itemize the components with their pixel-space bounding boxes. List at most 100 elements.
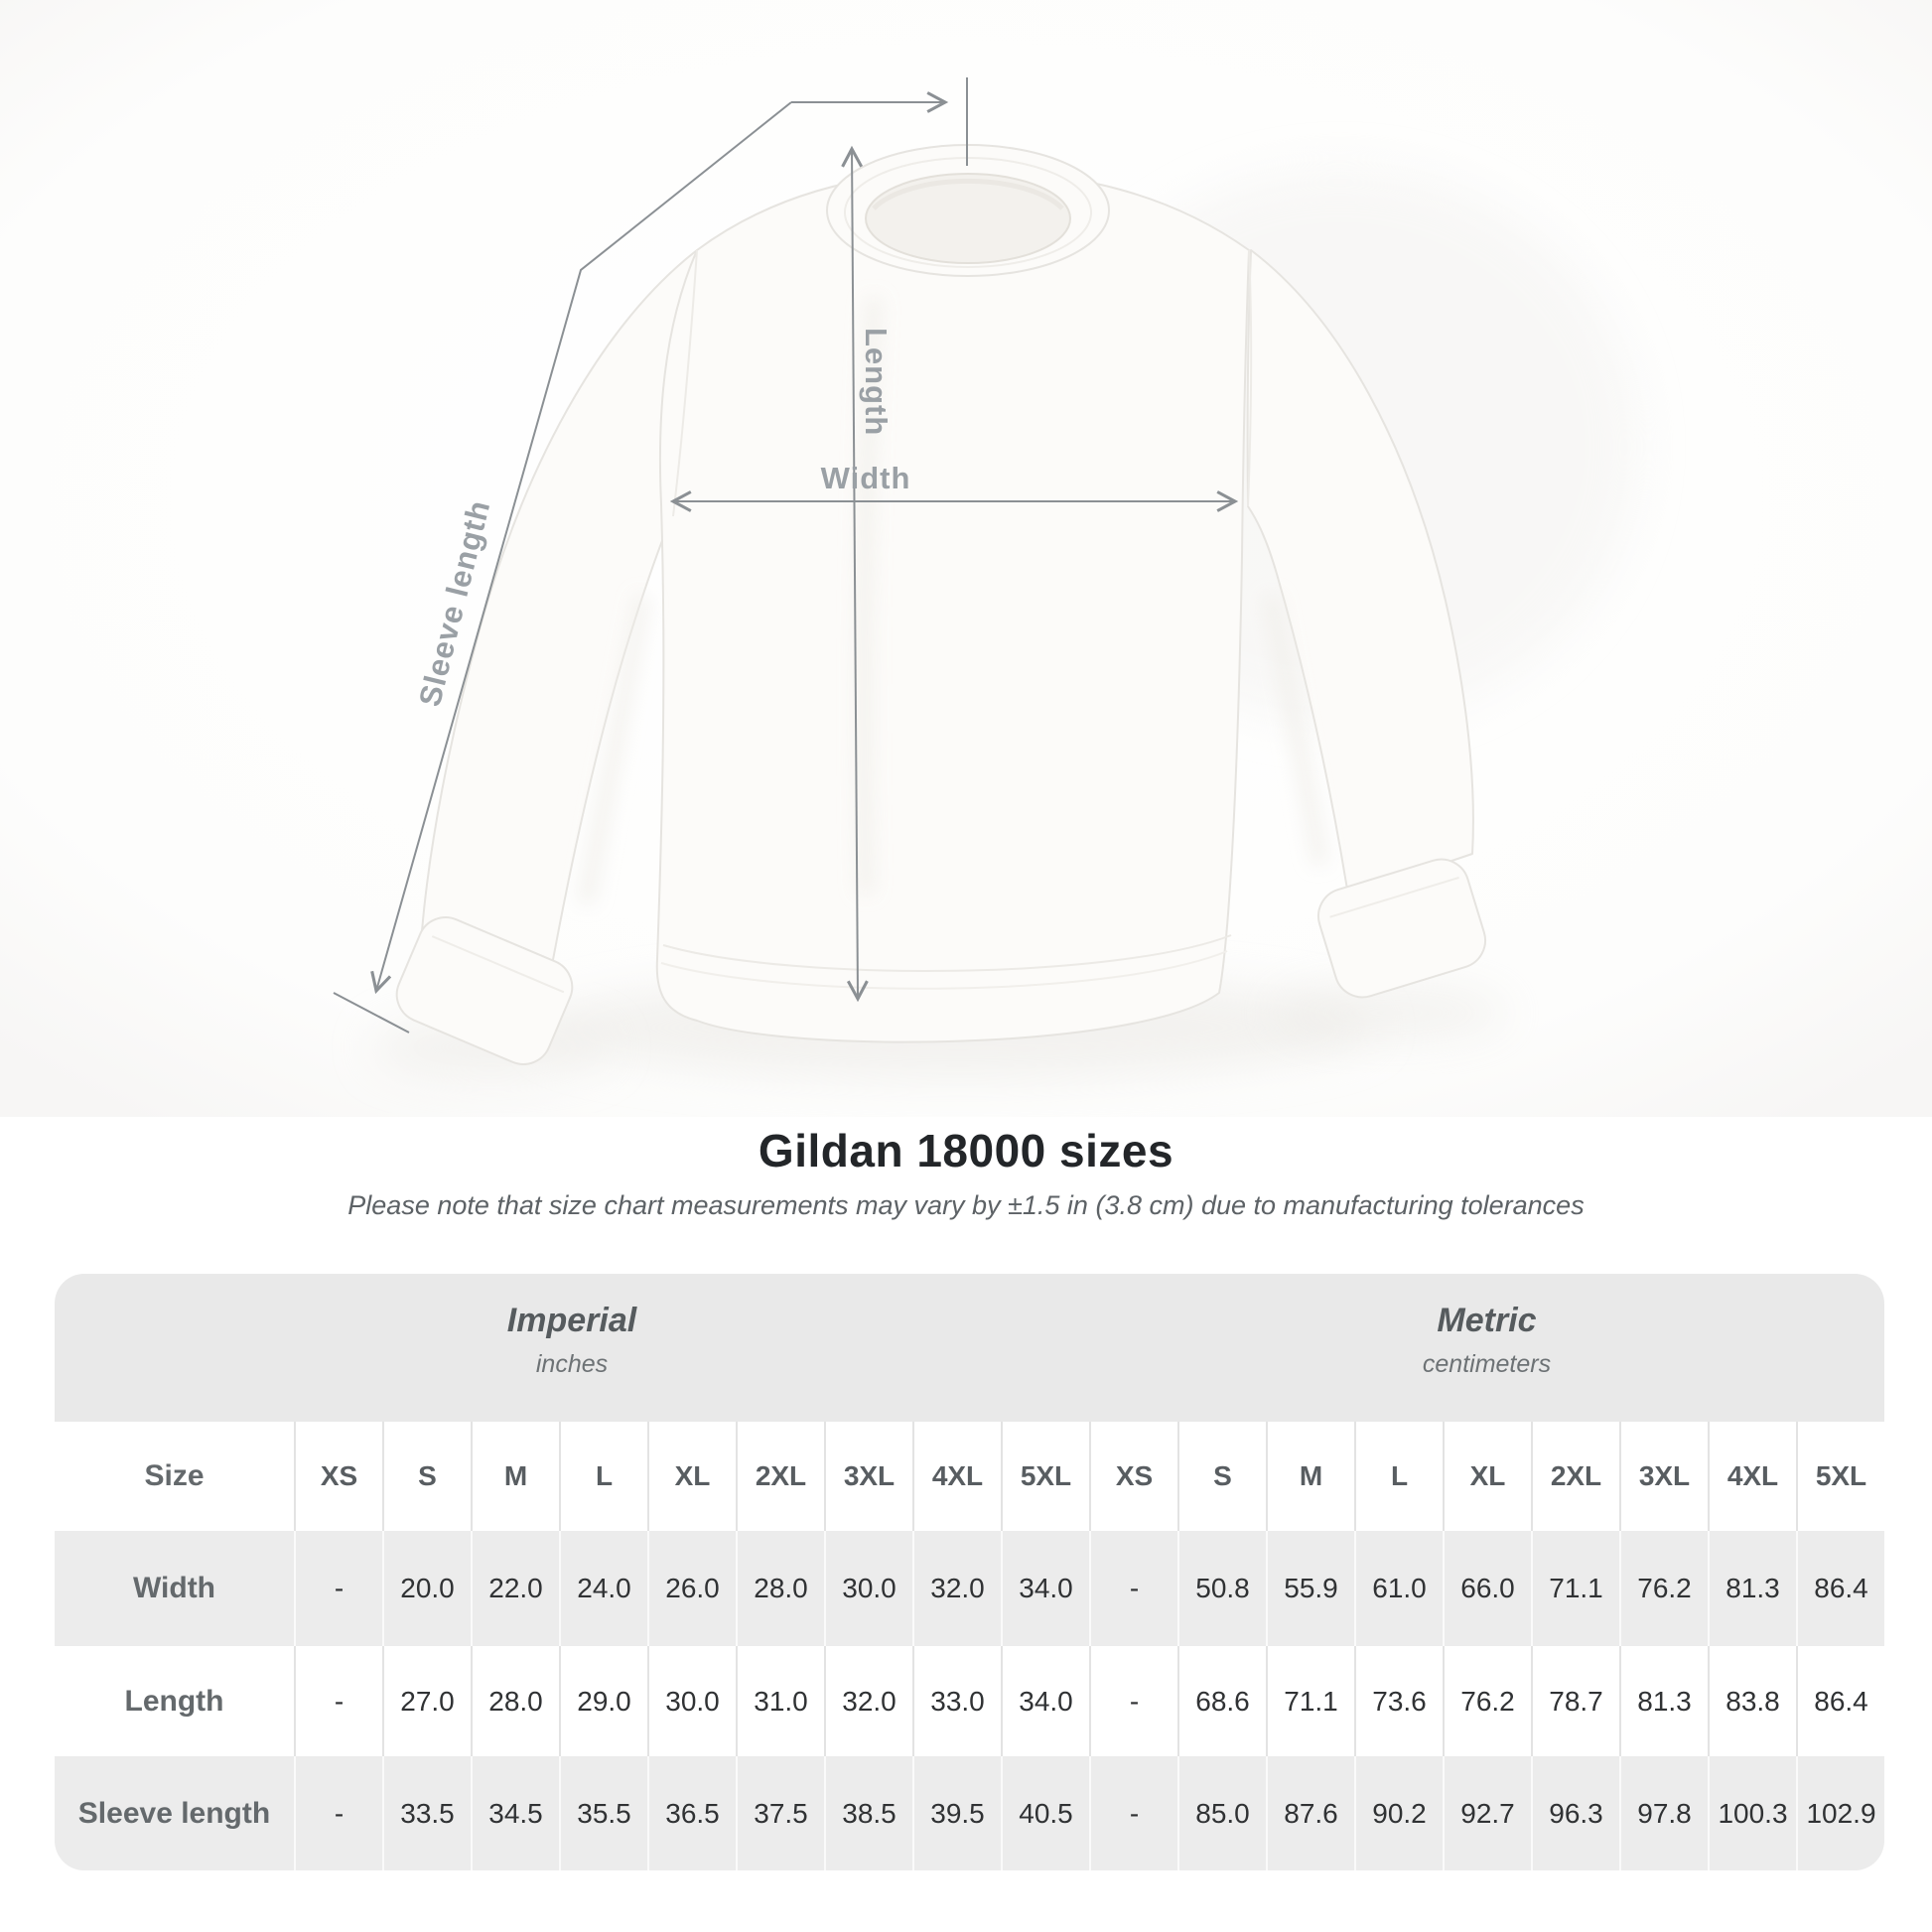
imperial-size-header: 5XL [1001, 1422, 1089, 1531]
collar [826, 144, 1110, 277]
metric-value-cell: 86.4 [1796, 1646, 1884, 1756]
left-cuff [395, 916, 574, 1065]
dimension-lines [333, 77, 1239, 1034]
imperial-value-cell: 26.0 [647, 1531, 736, 1646]
row-label: Sleeve length [55, 1756, 294, 1870]
metric-value-cell: 76.2 [1443, 1646, 1531, 1756]
imperial-value-cell: 34.5 [471, 1756, 559, 1870]
metric-header: Metric centimeters [1089, 1274, 1884, 1422]
imperial-value-cell: 28.0 [471, 1646, 559, 1756]
imperial-value-cell: 40.5 [1001, 1756, 1089, 1870]
imperial-header: Imperial inches [55, 1274, 1089, 1422]
imperial-value-cell: 37.5 [736, 1756, 824, 1870]
imperial-value-cell: 27.0 [382, 1646, 471, 1756]
width-label: Width [821, 461, 911, 495]
imperial-unit: inches [535, 1350, 609, 1378]
metric-value-cell: 71.1 [1531, 1531, 1619, 1646]
metric-value-cell: 78.7 [1531, 1646, 1619, 1756]
unit-header-band: Imperial inches Metric centimeters [55, 1274, 1884, 1422]
metric-value-cell: 61.0 [1354, 1531, 1443, 1646]
metric-value-cell: 71.1 [1266, 1646, 1354, 1756]
imperial-value-cell: - [294, 1756, 382, 1870]
metric-value-cell: 81.3 [1708, 1531, 1796, 1646]
left-shoulder-seam [672, 249, 698, 517]
row-label: Length [55, 1646, 294, 1756]
imperial-value-cell: 34.0 [1001, 1531, 1089, 1646]
size-column-header: Size [55, 1422, 294, 1531]
metric-value-cell: 55.9 [1266, 1531, 1354, 1646]
metric-size-header: 3XL [1619, 1422, 1708, 1531]
metric-value-cell: - [1089, 1646, 1177, 1756]
imperial-size-header: S [382, 1422, 471, 1531]
tolerance-note: Please note that size chart measurements… [347, 1190, 1585, 1220]
imperial-value-cell: 36.5 [647, 1756, 736, 1870]
metric-value-cell: 102.9 [1796, 1756, 1884, 1870]
imperial-value-cell: 31.0 [736, 1646, 824, 1756]
metric-value-cell: 97.8 [1619, 1756, 1708, 1870]
hem-seam-2 [660, 950, 1228, 990]
length-label: Length [859, 328, 894, 436]
hem-seam [662, 934, 1232, 972]
row-label: Width [55, 1531, 294, 1646]
imperial-value-cell: 38.5 [824, 1756, 912, 1870]
imperial-value-cell: 35.5 [559, 1756, 647, 1870]
imperial-value-cell: 34.0 [1001, 1646, 1089, 1756]
metric-value-cell: 86.4 [1796, 1531, 1884, 1646]
body [655, 170, 1250, 1043]
page-title: Gildan 18000 sizes [758, 1125, 1174, 1176]
imperial-size-header: 2XL [736, 1422, 824, 1531]
metric-value-cell: 83.8 [1708, 1646, 1796, 1756]
imperial-size-header: XS [294, 1422, 382, 1531]
imperial-value-cell: 28.0 [736, 1531, 824, 1646]
right-shoulder-seam [1247, 249, 1253, 507]
metric-size-header: M [1266, 1422, 1354, 1531]
sweatshirt-diagram: Length Width Sleeve length [0, 0, 1932, 1117]
metric-size-header: S [1177, 1422, 1266, 1531]
metric-value-cell: 96.3 [1531, 1756, 1619, 1870]
metric-title: Metric [1437, 1302, 1537, 1339]
metric-value-cell: 68.6 [1177, 1646, 1266, 1756]
imperial-value-cell: 33.5 [382, 1756, 471, 1870]
metric-value-cell: 100.3 [1708, 1756, 1796, 1870]
imperial-size-header: L [559, 1422, 647, 1531]
imperial-value-cell: 20.0 [382, 1531, 471, 1646]
metric-size-header: L [1354, 1422, 1443, 1531]
imperial-size-header: XL [647, 1422, 736, 1531]
metric-value-cell: 73.6 [1354, 1646, 1443, 1756]
metric-value-cell: 76.2 [1619, 1531, 1708, 1646]
imperial-value-cell: 30.0 [647, 1646, 736, 1756]
metric-unit: centimeters [1422, 1350, 1552, 1378]
imperial-value-cell: 29.0 [559, 1646, 647, 1756]
imperial-value-cell: - [294, 1646, 382, 1756]
imperial-value-cell: 32.0 [912, 1531, 1001, 1646]
metric-size-header: 4XL [1708, 1422, 1796, 1531]
metric-size-header: XS [1089, 1422, 1177, 1531]
metric-value-cell: 90.2 [1354, 1756, 1443, 1870]
imperial-value-cell: 39.5 [912, 1756, 1001, 1870]
imperial-value-cell: 24.0 [559, 1531, 647, 1646]
right-sleeve [1246, 249, 1474, 897]
length-dimension-line [841, 145, 869, 1003]
metric-value-cell: 66.0 [1443, 1531, 1531, 1646]
imperial-value-cell: 33.0 [912, 1646, 1001, 1756]
imperial-size-header: 3XL [824, 1422, 912, 1531]
metric-value-cell: 92.7 [1443, 1756, 1531, 1870]
imperial-size-header: 4XL [912, 1422, 1001, 1531]
sleeve-dimension-line [370, 101, 792, 995]
imperial-size-header: M [471, 1422, 559, 1531]
sweatshirt-illustration [395, 144, 1487, 1065]
imperial-value-cell: 32.0 [824, 1646, 912, 1756]
metric-size-header: 2XL [1531, 1422, 1619, 1531]
imperial-title: Imperial [506, 1302, 637, 1339]
metric-value-cell: 81.3 [1619, 1646, 1708, 1756]
right-cuff [1316, 858, 1487, 999]
imperial-value-cell: - [294, 1531, 382, 1646]
imperial-value-cell: 22.0 [471, 1531, 559, 1646]
metric-value-cell: - [1089, 1531, 1177, 1646]
metric-size-header: 5XL [1796, 1422, 1884, 1531]
metric-value-cell: - [1089, 1756, 1177, 1870]
metric-value-cell: 50.8 [1177, 1531, 1266, 1646]
sleeve-end-hash [333, 992, 410, 1034]
size-table: Imperial inches Metric centimeters Size X… [55, 1274, 1884, 1870]
